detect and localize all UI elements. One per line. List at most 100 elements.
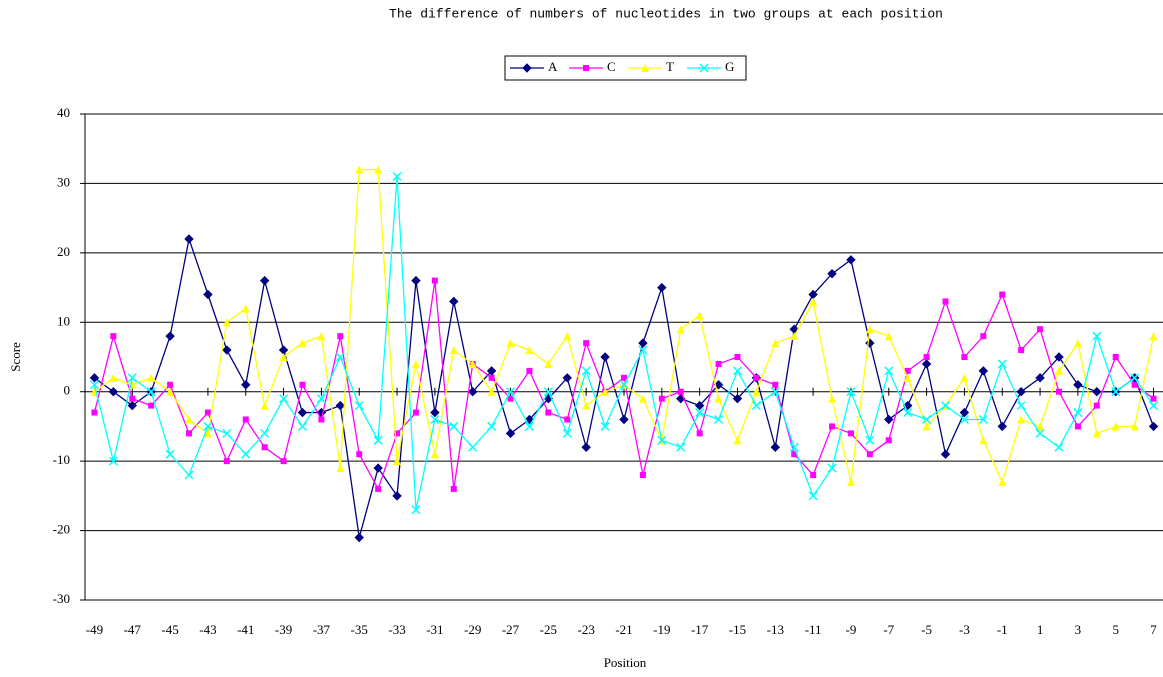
x-axis-label: Position xyxy=(604,655,647,670)
point xyxy=(299,381,306,388)
point xyxy=(904,367,911,374)
point xyxy=(394,430,401,437)
point xyxy=(505,428,516,439)
point xyxy=(336,464,345,473)
y-tick-label: 10 xyxy=(57,313,70,328)
point xyxy=(940,401,951,411)
point xyxy=(544,359,553,368)
point xyxy=(657,435,667,445)
point xyxy=(884,332,893,341)
point xyxy=(316,394,326,404)
point xyxy=(203,421,213,431)
point xyxy=(713,380,724,390)
series-line xyxy=(94,168,1155,484)
point xyxy=(846,387,856,397)
x-tick-label: -31 xyxy=(426,622,443,637)
point xyxy=(108,456,118,466)
point xyxy=(110,333,117,340)
point xyxy=(259,275,270,286)
point xyxy=(260,428,270,438)
legend-label: T xyxy=(666,59,674,74)
point xyxy=(601,387,610,396)
legend-marker xyxy=(522,63,532,73)
point xyxy=(223,458,230,465)
point xyxy=(297,421,308,431)
legend-label: C xyxy=(607,59,616,74)
point xyxy=(809,297,818,306)
point xyxy=(846,255,856,265)
point xyxy=(337,333,344,340)
point xyxy=(411,275,421,286)
point xyxy=(505,387,516,397)
point xyxy=(1073,339,1082,348)
point xyxy=(1073,380,1083,390)
point xyxy=(506,339,515,348)
point xyxy=(790,332,799,341)
point xyxy=(146,387,156,397)
x-tick-label: -19 xyxy=(653,622,670,637)
point xyxy=(1016,387,1026,397)
point xyxy=(487,421,497,431)
point xyxy=(335,352,345,362)
point xyxy=(959,414,969,425)
point xyxy=(1092,429,1101,438)
point xyxy=(657,282,667,293)
point xyxy=(375,485,382,492)
point xyxy=(1149,401,1159,411)
point xyxy=(885,437,892,444)
point xyxy=(903,373,912,382)
point xyxy=(203,429,212,438)
point xyxy=(1018,347,1025,354)
point xyxy=(1131,381,1138,388)
point xyxy=(978,366,989,376)
point xyxy=(827,463,837,473)
point xyxy=(1130,422,1139,431)
point xyxy=(127,373,137,383)
point xyxy=(525,346,534,355)
x-tick-label: -5 xyxy=(921,622,932,637)
x-tick-label: -37 xyxy=(313,622,331,637)
point xyxy=(148,402,155,409)
point xyxy=(810,472,817,479)
point xyxy=(884,366,894,376)
point xyxy=(356,451,363,458)
point xyxy=(638,338,648,348)
point xyxy=(696,430,703,437)
point xyxy=(335,400,346,411)
point xyxy=(222,345,232,355)
point xyxy=(581,366,591,376)
point xyxy=(564,416,571,423)
point xyxy=(318,416,325,423)
point xyxy=(450,485,457,492)
point xyxy=(430,407,440,418)
point xyxy=(354,401,364,411)
point xyxy=(431,277,438,284)
point xyxy=(393,457,402,466)
point xyxy=(1092,387,1102,397)
point xyxy=(1054,366,1063,375)
point xyxy=(865,338,875,348)
point xyxy=(771,339,780,348)
y-tick-label: -20 xyxy=(53,522,70,537)
x-tick-label: -11 xyxy=(805,622,822,637)
x-tick-label: -43 xyxy=(199,622,216,637)
x-tick-label: -41 xyxy=(237,622,254,637)
x-tick-label: -23 xyxy=(578,622,595,637)
x-tick-label: -7 xyxy=(883,622,894,637)
point xyxy=(278,345,289,355)
point xyxy=(261,444,268,451)
point xyxy=(355,165,364,174)
legend-marker xyxy=(641,64,649,72)
point xyxy=(392,171,402,182)
point xyxy=(298,339,307,348)
point xyxy=(714,394,723,403)
point xyxy=(412,409,419,416)
point xyxy=(961,354,968,360)
point xyxy=(923,354,930,360)
legend-marker xyxy=(583,65,589,71)
point xyxy=(186,430,193,437)
point xyxy=(1073,408,1083,418)
point xyxy=(751,401,761,411)
x-tick-label: -29 xyxy=(464,622,481,637)
point xyxy=(374,165,383,174)
